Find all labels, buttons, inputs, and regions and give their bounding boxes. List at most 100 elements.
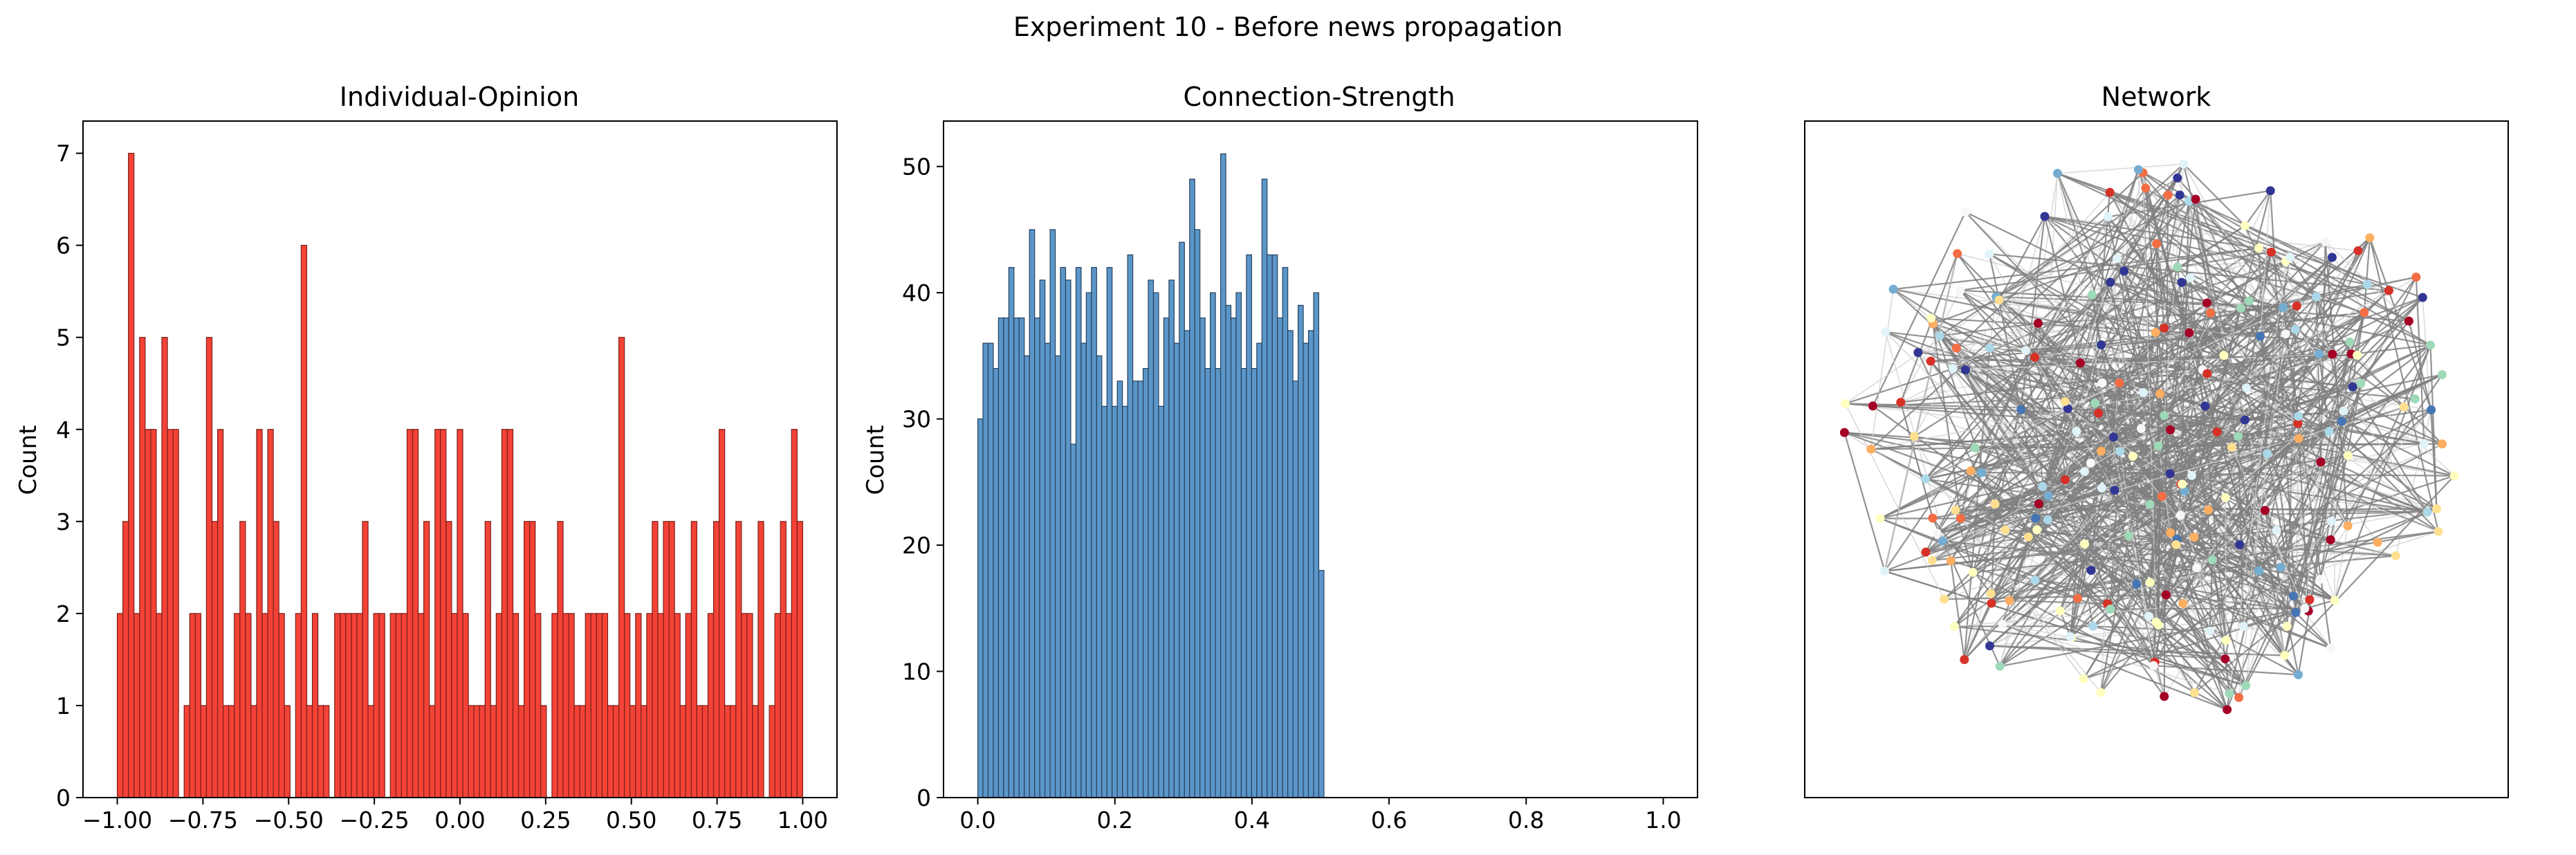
histogram-bar	[250, 705, 257, 798]
network-edge	[2352, 386, 2429, 513]
network-node	[2256, 331, 2265, 341]
histogram-bar	[1122, 405, 1128, 798]
histogram-bar	[977, 419, 984, 798]
network-edge	[1960, 517, 2092, 571]
nodes-layer	[1839, 159, 2459, 715]
network-node	[1960, 365, 1970, 375]
histogram-bar	[406, 429, 414, 798]
network-edge	[2282, 306, 2428, 513]
network-edge	[1965, 211, 2443, 445]
network-node	[2279, 302, 2288, 312]
network-node	[2153, 441, 2163, 451]
network-node	[2254, 243, 2264, 253]
network-edge	[2210, 300, 2250, 314]
histogram-bar	[646, 613, 653, 798]
histogram-bar	[189, 613, 196, 798]
network-node	[2305, 595, 2315, 605]
network-edge	[2154, 539, 2178, 663]
network-node	[2280, 651, 2290, 661]
network-node	[2185, 273, 2195, 283]
histogram-bar	[267, 429, 274, 798]
histogram-bar	[573, 705, 580, 798]
histogram-bar	[757, 521, 764, 798]
histogram-bar	[701, 705, 709, 798]
histogram-bar	[1287, 330, 1294, 798]
histogram-bar	[1220, 153, 1226, 798]
network-edge	[1843, 432, 1886, 571]
network-node	[1880, 567, 1890, 576]
histogram-bar	[719, 429, 726, 798]
network-edge	[2259, 190, 2272, 337]
histogram-bar	[295, 613, 302, 798]
y-tick-label: 7	[56, 140, 71, 167]
histogram-bar	[629, 705, 636, 798]
histogram-bar	[1271, 254, 1278, 798]
network-edge	[2002, 623, 2072, 638]
network-node	[2272, 526, 2281, 535]
network-node	[1966, 466, 1976, 476]
network-node	[1986, 589, 1996, 598]
network-node	[2293, 419, 2303, 428]
network-node	[1956, 513, 1965, 523]
network-edge	[2002, 623, 2228, 710]
network-edge	[2430, 410, 2438, 509]
histogram-bar	[139, 337, 146, 798]
y-tick-label: 5	[56, 324, 71, 351]
network-node	[2422, 507, 2432, 517]
network-node	[2192, 563, 2202, 573]
network-edge	[2047, 353, 2333, 521]
network-node	[2097, 378, 2107, 388]
network-node	[2384, 286, 2393, 295]
network-node	[2285, 252, 2295, 262]
network-node	[1985, 249, 1994, 259]
network-edge	[1955, 437, 2299, 511]
bars-layer	[977, 153, 1325, 798]
network-node	[1913, 348, 1923, 358]
network-edge	[2155, 531, 2439, 623]
network-edge	[2047, 312, 2211, 520]
network-edge	[2175, 544, 2294, 597]
x-tick-label: 0.75	[692, 807, 742, 834]
network-node	[2221, 636, 2231, 645]
histogram-bar	[1070, 443, 1077, 798]
histogram-bar	[707, 613, 715, 798]
network-edge	[2408, 320, 2432, 410]
histogram-bar	[562, 613, 569, 798]
network-node	[2348, 382, 2357, 392]
network-edge	[2324, 241, 2349, 526]
axes-layer: −1.00 −0.75 −0.50 −0.25 0.00 0.25 0.50 0.75 1.00…	[56, 120, 838, 834]
network-node	[2166, 425, 2175, 434]
network-node	[2171, 540, 2181, 549]
network-edge	[2330, 374, 2443, 541]
network-edge	[2270, 252, 2333, 355]
network-node	[2265, 186, 2275, 196]
histogram-bar	[1282, 267, 1289, 798]
network-edge	[1965, 353, 2333, 371]
network-node	[2290, 324, 2300, 334]
histogram-bar	[551, 613, 558, 798]
network-edge	[1972, 329, 2296, 573]
y-tick-label: 2	[56, 600, 71, 627]
histogram-bar	[1112, 405, 1118, 798]
histogram-bar	[145, 429, 151, 798]
histogram-bar	[1318, 569, 1325, 798]
network-edge	[2109, 192, 2404, 408]
network-node	[2149, 661, 2158, 670]
histogram-bar	[987, 342, 994, 798]
network-node	[2097, 484, 2107, 493]
histogram-bar	[982, 342, 989, 798]
network-edge	[2101, 302, 2208, 384]
x-tick-label: 0.2	[1096, 807, 1132, 834]
histogram-bar	[1060, 267, 1067, 798]
network-node	[1949, 622, 1959, 632]
network-edge	[2158, 445, 2171, 533]
network-node	[1998, 619, 2007, 629]
network-edge	[2188, 201, 2297, 613]
network-node	[2115, 447, 2125, 457]
network-edge	[2179, 194, 2389, 292]
network-node	[2031, 513, 2041, 523]
network-node	[2391, 551, 2400, 560]
x-tick-label: 0.0	[959, 807, 995, 834]
histogram-bar	[663, 521, 670, 798]
histogram-bar	[1215, 368, 1222, 798]
